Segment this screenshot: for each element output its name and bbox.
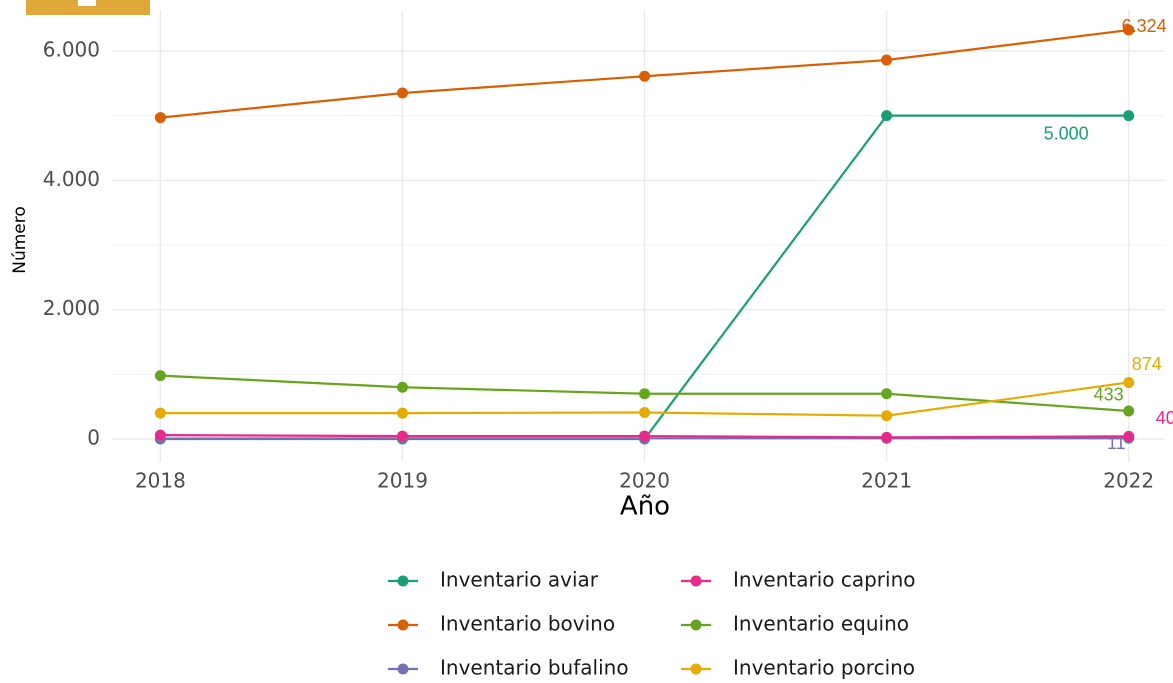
logo-icon — [78, 0, 96, 6]
point — [881, 431, 893, 443]
value-label: 6.324 — [1122, 16, 1167, 36]
point — [396, 430, 408, 442]
point — [639, 430, 651, 442]
legend-key — [690, 575, 702, 587]
x-axis-title: Año — [620, 492, 670, 522]
legend-label: Inventario caprino — [733, 568, 916, 592]
y-tick-label: 6.000 — [43, 37, 100, 61]
point — [1123, 24, 1135, 36]
logo-badge — [26, 0, 150, 15]
legend-label: Inventario equino — [733, 612, 909, 636]
point — [881, 388, 893, 400]
value-label: 5.000 — [1044, 123, 1089, 143]
x-tick-label: 2018 — [135, 469, 186, 493]
plot: 5.000 6.324 11 40 433 874 — [154, 16, 1173, 453]
value-label: 11 — [1107, 433, 1126, 453]
y-tick-label: 2.000 — [43, 296, 100, 320]
legend-label: Inventario aviar — [440, 568, 599, 592]
legend-key — [397, 663, 409, 675]
y-tick-label: 0 — [87, 425, 100, 449]
point — [639, 406, 651, 418]
point — [639, 70, 651, 82]
point — [1123, 376, 1135, 388]
x-tick-label: 2019 — [377, 469, 428, 493]
x-tick-label: 2020 — [619, 469, 670, 493]
legend-key — [397, 619, 409, 631]
point — [1123, 430, 1135, 442]
point — [1123, 110, 1135, 122]
value-label: 433 — [1094, 385, 1124, 405]
y-axis-title: Número — [10, 206, 30, 274]
point — [881, 410, 893, 422]
point — [154, 112, 166, 124]
legend-label: Inventario porcino — [733, 656, 915, 680]
value-label: 40 — [1156, 408, 1173, 428]
point — [639, 388, 651, 400]
legend-key — [690, 619, 702, 631]
value-label: 874 — [1132, 354, 1162, 374]
legend-key — [690, 663, 702, 675]
point — [396, 407, 408, 419]
y-tick-label: 4.000 — [43, 167, 100, 191]
x-tick-label: 2022 — [1103, 469, 1154, 493]
point — [154, 429, 166, 441]
point — [154, 407, 166, 419]
legend-label: Inventario bufalino — [440, 656, 629, 680]
point — [396, 87, 408, 99]
point — [396, 381, 408, 393]
x-tick-label: 2021 — [861, 469, 912, 493]
point — [881, 110, 893, 122]
legend-label: Inventario bovino — [440, 612, 615, 636]
point — [154, 370, 166, 382]
point — [1123, 405, 1135, 417]
legend-key — [397, 575, 409, 587]
point — [881, 54, 893, 66]
